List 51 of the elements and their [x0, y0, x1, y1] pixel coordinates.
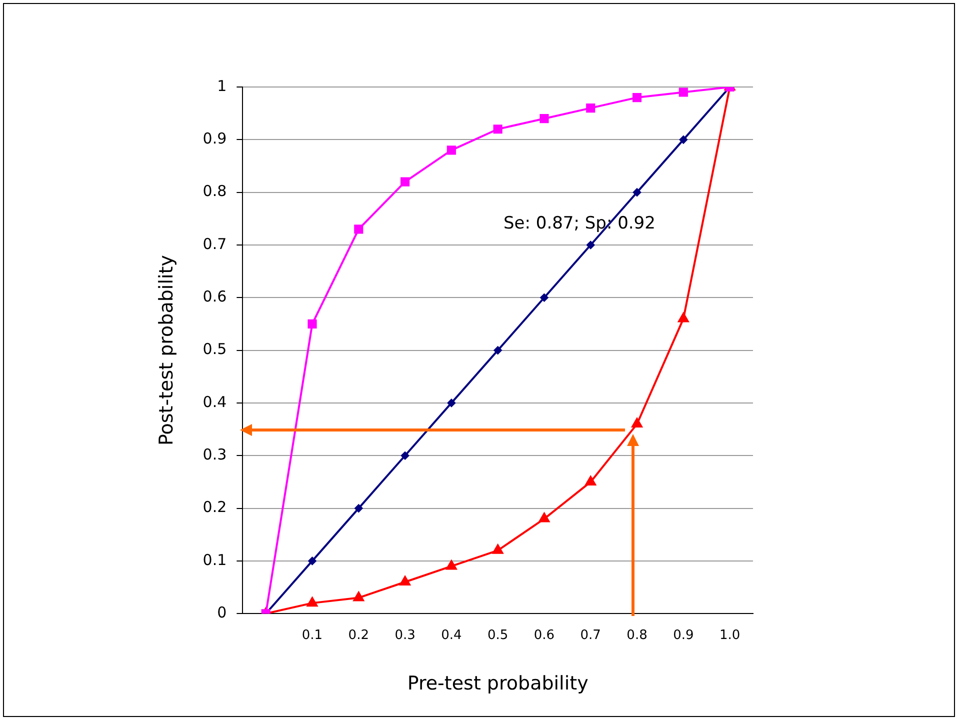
point	[585, 476, 596, 486]
point	[586, 240, 595, 249]
point	[632, 418, 642, 428]
x-tick-label: 0.8	[626, 628, 648, 643]
point	[678, 88, 688, 97]
y-tick-label: 0.6	[202, 288, 227, 306]
point	[632, 92, 642, 102]
point	[308, 556, 316, 565]
y-tick-label: 0.7	[202, 234, 227, 253]
annotation: Se: 0.87; Sp: 0.92	[504, 213, 656, 234]
x-tick-label: 0.5	[487, 628, 508, 643]
y-axis-title: Post-test probability	[155, 255, 178, 446]
y-tick-label: 0.2	[202, 498, 227, 516]
point	[308, 319, 317, 329]
x-tick-label: 0.2	[348, 628, 369, 643]
point	[306, 597, 318, 607]
point	[540, 294, 548, 302]
y-tick-label: 0.3	[202, 446, 227, 464]
point	[540, 114, 549, 124]
x-tick-label: 0.6	[534, 628, 555, 643]
point	[679, 136, 688, 144]
point	[586, 104, 596, 113]
x-tick-label: 0.7	[580, 628, 601, 643]
y-tick-label: 0.8	[202, 182, 227, 200]
point	[446, 146, 456, 155]
point	[446, 560, 457, 570]
y-tick-label: 0	[217, 603, 227, 622]
point	[492, 544, 504, 554]
y-tick-label: 0.4	[202, 392, 227, 411]
point	[678, 312, 689, 322]
point	[494, 346, 502, 354]
x-tick-label: 0.9	[673, 628, 694, 643]
point	[353, 592, 364, 602]
point	[354, 504, 363, 512]
point	[493, 124, 502, 134]
y-tick-label: 0.5	[202, 340, 227, 358]
point	[400, 177, 410, 186]
x-axis-title: Pre-test probability	[407, 672, 588, 695]
point	[538, 512, 550, 522]
point	[354, 224, 364, 234]
x-tick-label: 0.1	[302, 628, 323, 643]
y-tick-label: 0.1	[202, 550, 227, 569]
point	[401, 452, 410, 460]
x-tick-label: 1.0	[719, 628, 740, 643]
y-tick-label: 0.9	[202, 130, 227, 148]
point	[447, 398, 456, 407]
point	[400, 576, 410, 586]
x-tick-label: 0.3	[394, 628, 416, 643]
point	[633, 188, 642, 196]
y-tick-label: 1	[217, 76, 227, 95]
x-tick-label: 0.4	[441, 628, 462, 643]
